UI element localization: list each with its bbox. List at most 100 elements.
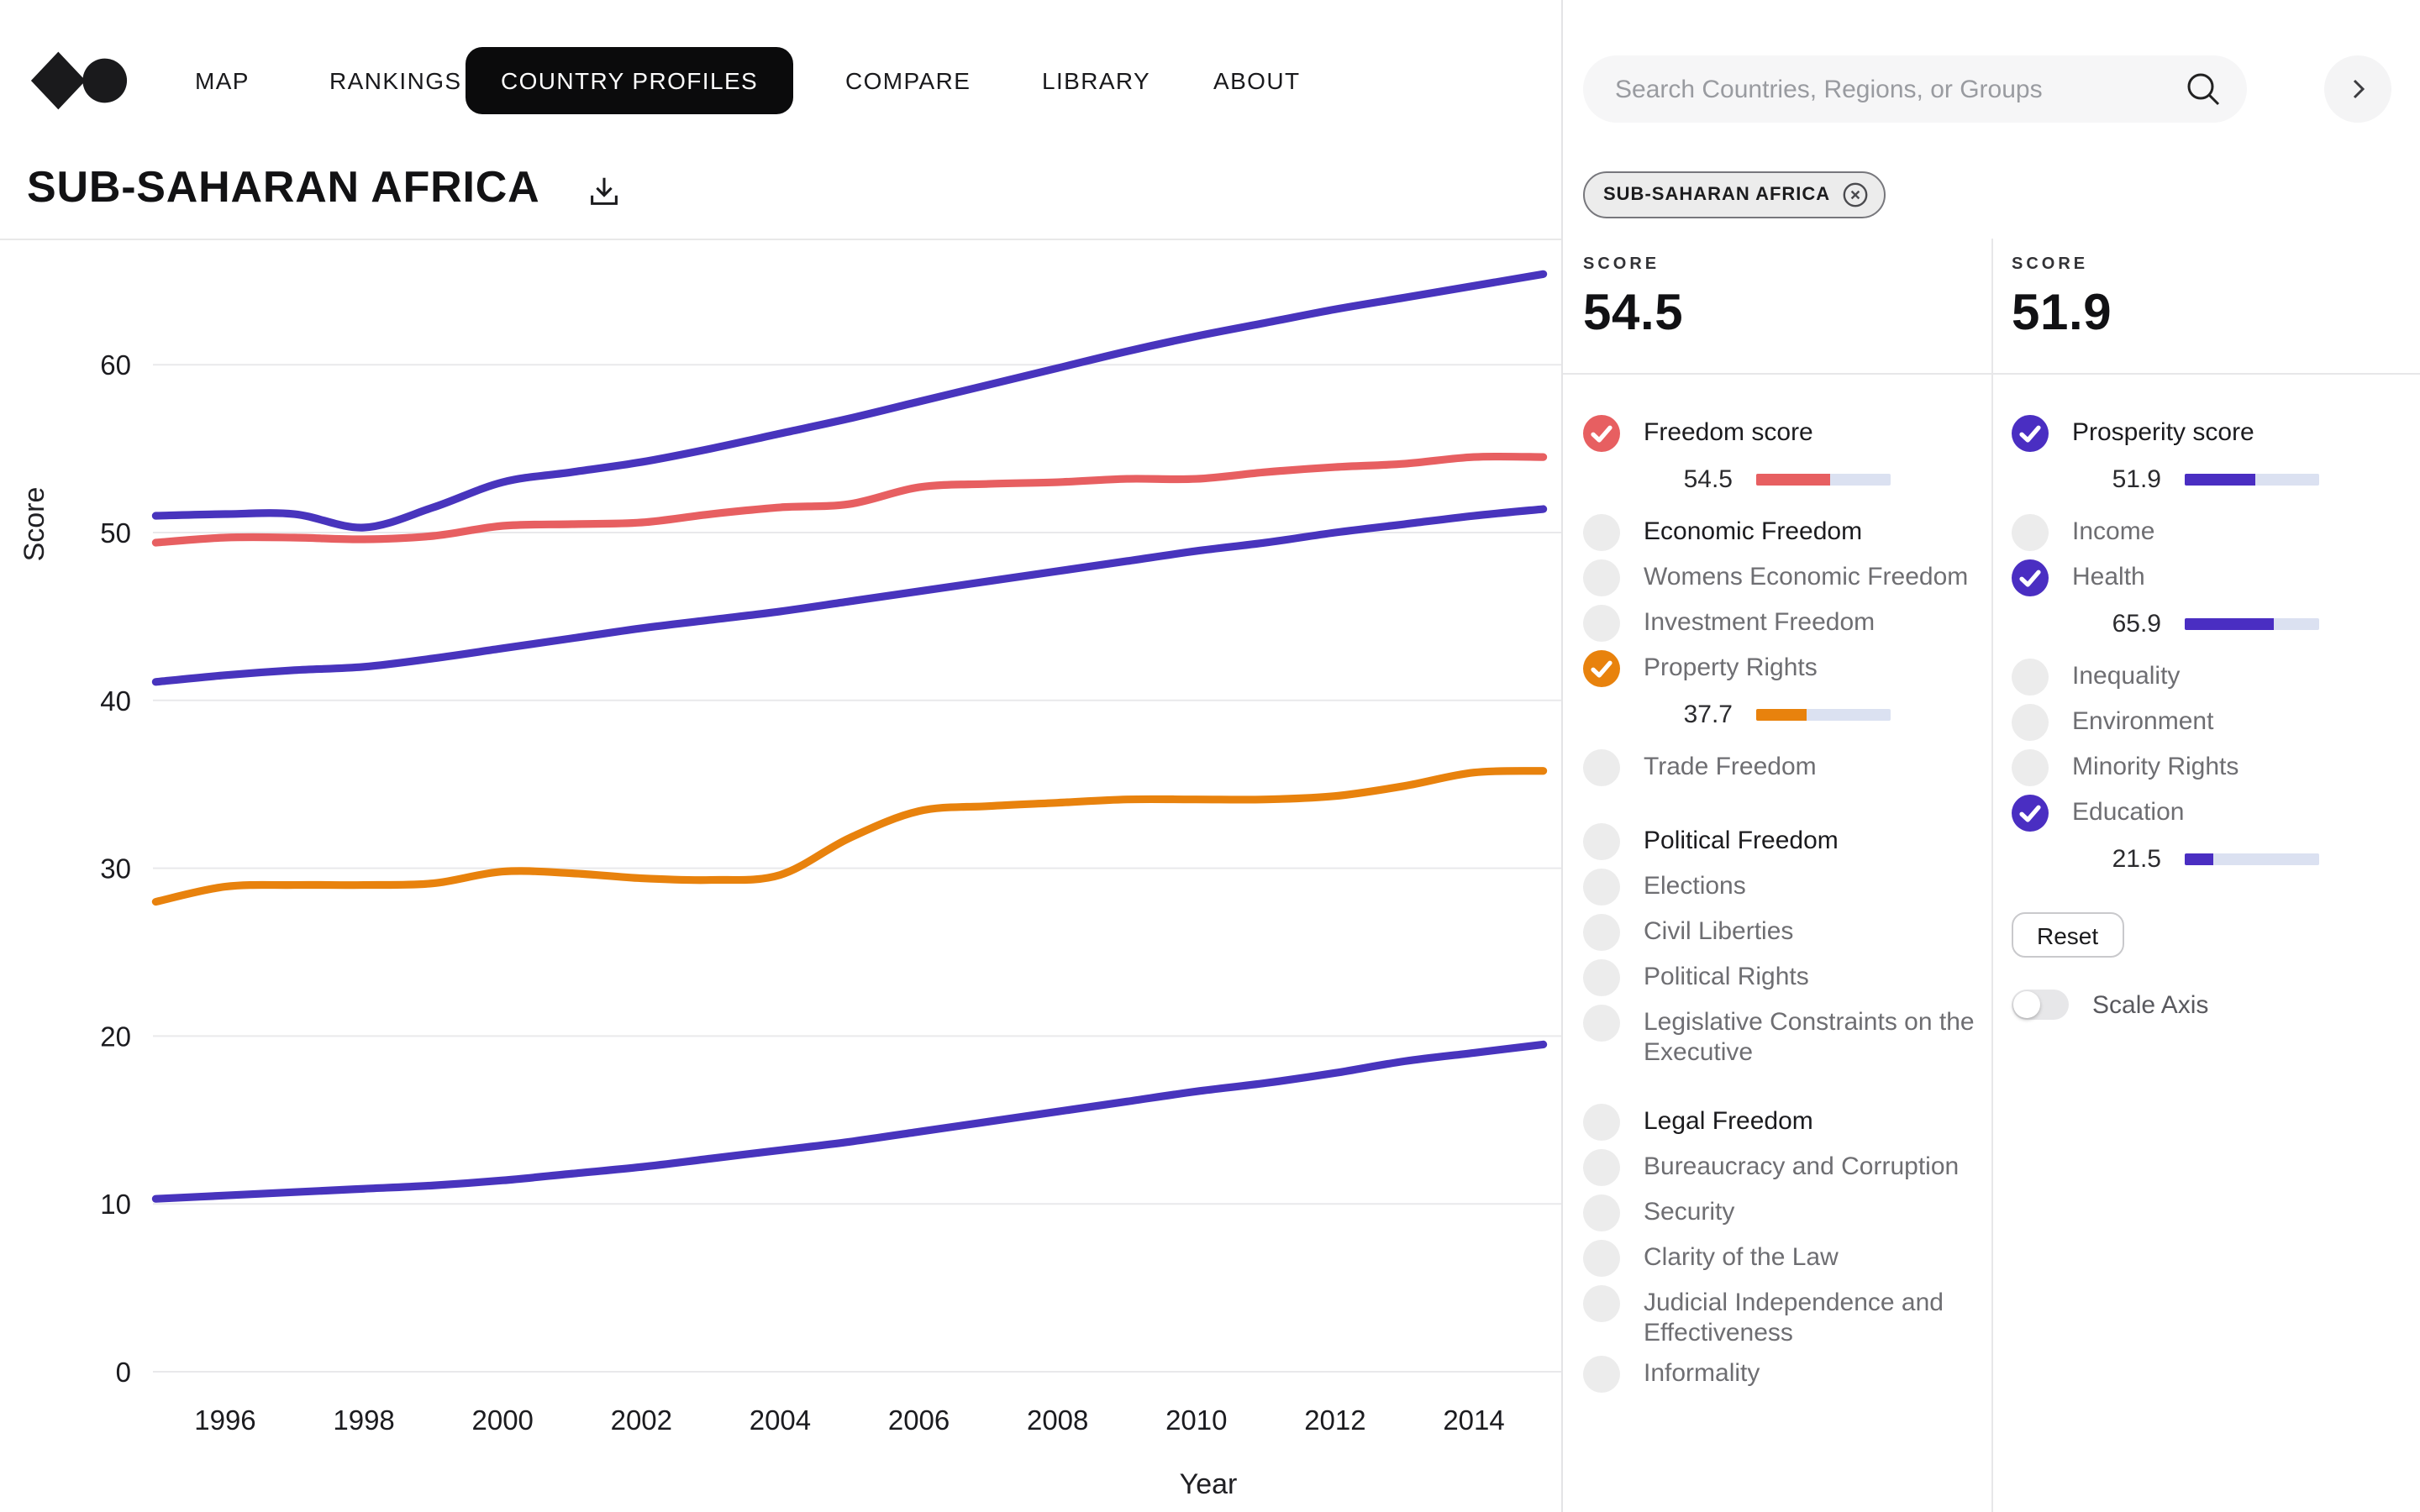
checked-checkbox-icon[interactable] [2012, 795, 2049, 832]
chart-svg: 0 10 20 30 40 50 60 Score 1996 1998 2000 2002 2004 20… [18, 270, 1561, 1500]
toggle-knob [2013, 991, 2040, 1018]
indicator-label: Political Rights [1644, 963, 1809, 991]
indicator-item-clarity-of-the-law[interactable]: Clarity of the Law [1583, 1240, 1978, 1277]
unchecked-checkbox-icon[interactable] [1583, 1005, 1620, 1042]
svg-text:60: 60 [100, 349, 131, 381]
indicator-value: 51.9 [2112, 465, 2161, 493]
indicator-label: Income [2072, 517, 2155, 546]
unchecked-checkbox-icon[interactable] [1583, 1285, 1620, 1322]
indicator-bar [2185, 853, 2319, 864]
checked-checkbox-icon[interactable] [2012, 415, 2049, 452]
checked-checkbox-icon[interactable] [2012, 559, 2049, 596]
indicator-item-informality[interactable]: Informality [1583, 1356, 1978, 1393]
unchecked-checkbox-icon[interactable] [1583, 914, 1620, 951]
indicator-item-investment-freedom[interactable]: Investment Freedom [1583, 605, 1978, 642]
indicator-item-political-rights[interactable]: Political Rights [1583, 959, 1978, 996]
indicator-label: Clarity of the Law [1644, 1243, 1839, 1272]
unchecked-checkbox-icon[interactable] [1583, 1149, 1620, 1186]
unchecked-checkbox-icon[interactable] [1583, 869, 1620, 906]
indicator-item-health[interactable]: Health [2012, 559, 2402, 596]
nav-country-profiles[interactable]: COUNTRY PROFILES [466, 47, 794, 114]
unchecked-checkbox-icon[interactable] [1583, 959, 1620, 996]
indicator-label: Environment [2072, 707, 2214, 736]
unchecked-checkbox-icon[interactable] [1583, 605, 1620, 642]
indicator-value-row: 21.5 [2012, 840, 2402, 877]
indicator-item-property-rights[interactable]: Property Rights [1583, 650, 1978, 687]
unchecked-checkbox-icon[interactable] [2012, 749, 2049, 786]
indicator-item-elections[interactable]: Elections [1583, 869, 1978, 906]
nav-about[interactable]: ABOUT [1213, 67, 1301, 94]
unchecked-checkbox-icon[interactable] [1583, 514, 1620, 551]
unchecked-checkbox-icon[interactable] [1583, 1356, 1620, 1393]
series-line-education [151, 1040, 1548, 1203]
indicator-item-trade-freedom[interactable]: Trade Freedom [1583, 749, 1978, 786]
score-label: SCORE [2012, 255, 2089, 274]
indicator-item-womens-economic-freedom[interactable]: Womens Economic Freedom [1583, 559, 1978, 596]
indicator-label: Security [1644, 1198, 1735, 1226]
indicator-label: Civil Liberties [1644, 917, 1794, 946]
chevron-right-icon [2353, 79, 2365, 99]
checked-checkbox-icon[interactable] [1583, 650, 1620, 687]
checked-checkbox-icon[interactable] [1583, 415, 1620, 452]
svg-text:2006: 2006 [888, 1404, 950, 1436]
selection-tag[interactable]: SUB-SAHARAN AFRICA [1583, 171, 1886, 218]
indicator-item-civil-liberties[interactable]: Civil Liberties [1583, 914, 1978, 951]
nav-library[interactable]: LIBRARY [1042, 67, 1151, 94]
indicator-label: Education [2072, 798, 2185, 827]
scale-axis-label: Scale Axis [2092, 990, 2209, 1019]
nav-compare[interactable]: COMPARE [845, 67, 971, 94]
indicator-item-income[interactable]: Income [2012, 514, 2402, 551]
indicator-item-freedom-score[interactable]: Freedom score [1583, 415, 1978, 452]
unchecked-checkbox-icon[interactable] [1583, 559, 1620, 596]
panel-collapse-button[interactable] [2324, 55, 2391, 123]
indicator-item-prosperity-score[interactable]: Prosperity score [2012, 415, 2402, 452]
page-title: SUB-SAHARAN AFRICA [27, 161, 540, 212]
indicator-item-inequality[interactable]: Inequality [2012, 659, 2402, 696]
nav-map[interactable]: MAP [195, 67, 250, 94]
indicator-item-security[interactable]: Security [1583, 1194, 1978, 1231]
reset-button[interactable]: Reset [2012, 912, 2124, 958]
indicator-label: Economic Freedom [1644, 517, 1863, 546]
unchecked-checkbox-icon[interactable] [2012, 704, 2049, 741]
indicator-value: 37.7 [1683, 700, 1733, 728]
indicator-label: Womens Economic Freedom [1644, 563, 1969, 591]
indicator-item-legal-freedom[interactable]: Legal Freedom [1583, 1104, 1978, 1141]
indicator-item-economic-freedom[interactable]: Economic Freedom [1583, 514, 1978, 551]
unchecked-checkbox-icon[interactable] [1583, 823, 1620, 860]
indicator-label: Prosperity score [2072, 418, 2254, 447]
indicator-value-row: 37.7 [1583, 696, 1978, 732]
nav-rankings[interactable]: RANKINGS [329, 67, 462, 94]
unchecked-checkbox-icon[interactable] [1583, 1194, 1620, 1231]
indicator-item-political-freedom[interactable]: Political Freedom [1583, 823, 1978, 860]
header-divider [0, 239, 2420, 240]
unchecked-checkbox-icon[interactable] [2012, 659, 2049, 696]
indicator-label: Minority Rights [2072, 753, 2239, 781]
remove-tag-icon[interactable] [1842, 181, 1869, 208]
unchecked-checkbox-icon[interactable] [2012, 514, 2049, 551]
indicator-value-row: 65.9 [2012, 605, 2402, 642]
indicator-label: Legislative Constraints on the Executive [1644, 1008, 1975, 1066]
indicator-item-judicial-independence-and-effectiveness[interactable]: Judicial Independence and Effectiveness [1583, 1285, 1978, 1347]
indicator-item-education[interactable]: Education [2012, 795, 2402, 832]
svg-text:30: 30 [100, 853, 131, 885]
search-input[interactable]: Search Countries, Regions, or Groups [1583, 55, 2247, 123]
logo-icon [30, 51, 128, 110]
prosperity-indicator-list: Prosperity score 51.9 Income Health 65.9 I… [2012, 415, 2402, 894]
indicator-item-bureaucracy-and-corruption[interactable]: Bureaucracy and Corruption [1583, 1149, 1978, 1186]
indicator-label: Elections [1644, 872, 1746, 900]
unchecked-checkbox-icon[interactable] [1583, 749, 1620, 786]
indicator-label: Informality [1644, 1359, 1760, 1388]
indicator-value-row: 54.5 [1583, 460, 1978, 497]
indicator-item-minority-rights[interactable]: Minority Rights [2012, 749, 2402, 786]
indicator-bar [1756, 708, 1891, 720]
logo[interactable] [30, 45, 134, 116]
indicator-item-environment[interactable]: Environment [2012, 704, 2402, 741]
search-placeholder: Search Countries, Regions, or Groups [1615, 75, 2043, 103]
unchecked-checkbox-icon[interactable] [1583, 1104, 1620, 1141]
download-button[interactable] [585, 171, 623, 211]
indicator-label: Health [2072, 563, 2145, 591]
scale-axis-toggle[interactable] [2012, 990, 2069, 1020]
indicator-item-legislative-constraints-on-the-executive[interactable]: Legislative Constraints on the Executive [1583, 1005, 1978, 1067]
unchecked-checkbox-icon[interactable] [1583, 1240, 1620, 1277]
